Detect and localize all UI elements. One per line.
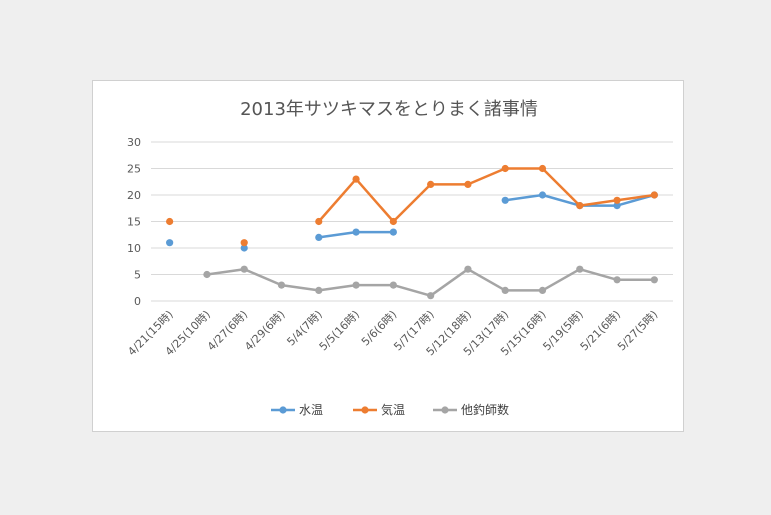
x-tick-label: 5/27(5時) [615,308,660,353]
data-point [576,202,584,210]
x-axis-ticks: 4/21(15時)4/25(10時)4/27(6時)4/29(6時)5/4(7時… [125,308,660,358]
series-line [206,267,655,297]
data-point [389,228,397,236]
legend-marker [279,406,287,414]
data-point [352,281,360,289]
legend-marker [441,406,449,414]
y-tick-label: 0 [134,295,141,308]
data-point [576,265,584,273]
data-point [240,239,248,247]
series-lines [166,164,658,300]
data-point [389,281,397,289]
data-point [352,175,360,183]
line-chart: 2013年サツキマスをとりまく諸事情 0 5 10 15 20 25 30 4/21(15時… [125,99,673,417]
legend-marker [361,406,369,414]
y-tick-label: 30 [127,136,141,149]
data-point [501,164,509,173]
series-1 [166,191,658,252]
y-tick-label: 15 [127,216,141,229]
x-tick-label: 5/5(16時) [317,308,362,353]
grid-lines [151,141,673,302]
series-2 [166,164,658,247]
data-point [501,286,509,294]
y-tick-label: 10 [127,242,141,255]
data-point [166,217,174,226]
data-point [538,164,547,173]
data-point [166,239,174,247]
chart-frame: 2013年サツキマスをとりまく諸事情 0 5 10 15 20 25 30 4/21(15時… [92,80,684,432]
y-tick-label: 20 [127,189,141,202]
x-tick-label: 4/29(6時) [242,308,287,353]
series-3 [203,265,658,300]
data-point [538,286,547,294]
data-point [389,217,397,226]
data-point [427,292,435,300]
legend-label: 他釣師数 [461,402,509,417]
y-axis-ticks: 0 5 10 15 20 25 30 [127,136,141,308]
data-point [315,217,323,226]
data-point [240,265,248,273]
data-point [650,191,658,199]
data-point [538,191,547,199]
data-point [650,276,658,284]
legend: 水温 気温 他釣師数 [271,402,509,417]
series-line [317,167,655,223]
data-point [613,202,621,210]
data-point [203,270,211,279]
data-point [501,196,509,204]
y-tick-label: 5 [134,269,141,282]
legend-label: 気温 [381,402,405,417]
chart-title: 2013年サツキマスをとりまく諸事情 [240,99,538,120]
legend-label: 水温 [299,403,323,417]
data-point [240,244,248,252]
data-point [613,276,621,284]
data-point [464,265,472,273]
legend-item: 他釣師数 [433,402,509,417]
legend-item: 気温 [353,402,405,417]
legend-item: 水温 [271,403,323,417]
data-point [464,180,472,188]
data-point [613,196,621,204]
data-point [352,228,360,236]
y-tick-label: 25 [127,163,141,176]
data-point [277,281,286,289]
data-point [427,180,435,188]
data-point [315,233,323,241]
data-point [315,286,323,294]
